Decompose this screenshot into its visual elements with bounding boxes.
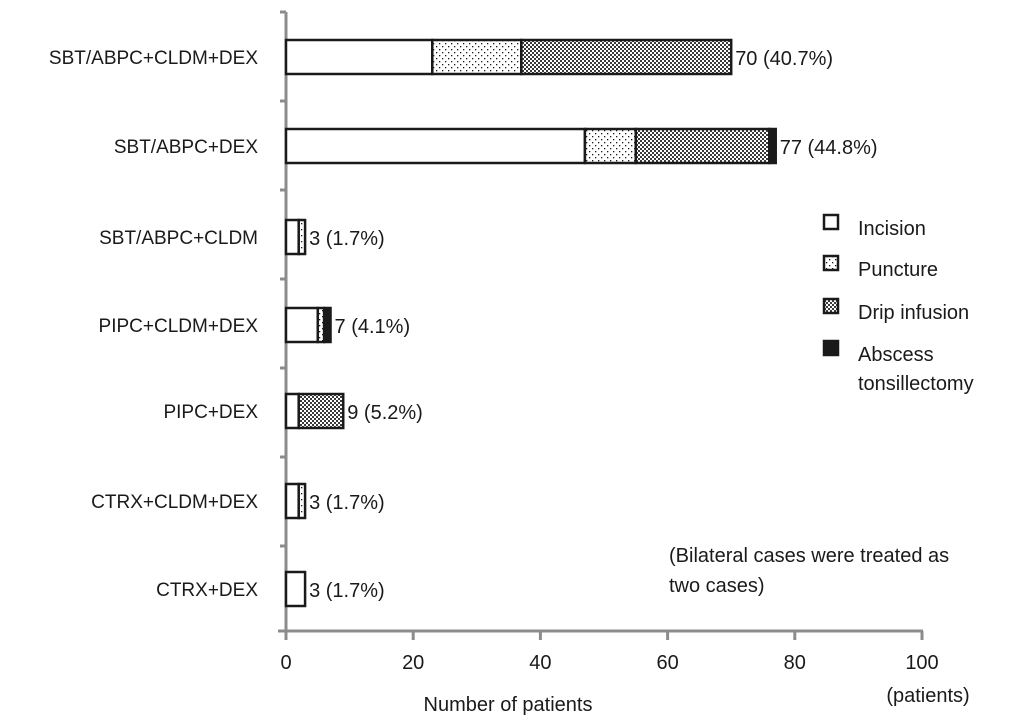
category-label: PIPC+DEX [163,402,258,423]
legend-swatch-crosshatch [822,297,840,315]
x-tick-label: 0 [280,652,291,674]
category-label: CTRX+CLDM+DEX [91,492,258,513]
data-label: 3 (1.7%) [309,580,385,602]
legend-swatch-dots [822,254,840,272]
bar-segment-dots [431,38,523,76]
bar-segment-plain [284,38,434,76]
bar-segment-crosshatch [520,38,733,76]
data-label: 77 (44.8%) [780,137,878,159]
axes: 0 20 40 60 80 100 Number of patients (patients) [278,10,970,716]
x-tick-label: 20 [402,652,424,674]
bar-segment-crosshatch [634,127,771,165]
x-tick-label: 40 [529,652,551,674]
legend-swatch-plain [822,213,840,231]
legend-label: tonsillectomy [858,373,974,395]
bar-segment-plain [284,306,320,344]
x-axis-unit: (patients) [886,685,969,707]
bar-segment-plain [284,570,307,608]
labels: SBT/ABPC+CLDM+DEX 70 (40.7%) SBT/ABPC+DEX 7… [49,48,878,602]
category-label: SBT/ABPC+DEX [114,137,258,158]
bar-segment-dots [583,127,638,165]
data-label: 3 (1.7%) [309,492,385,514]
note: (Bilateral cases were treated as two case… [669,545,949,597]
legend-label: Incision [858,218,926,240]
legend-label: Abscess [858,344,934,366]
bar-segment-solid [322,306,332,344]
data-label: 9 (5.2%) [347,402,423,424]
category-label: SBT/ABPC+CLDM+DEX [49,48,258,69]
bar-segment-crosshatch [297,392,345,430]
data-label: 70 (40.7%) [735,48,833,70]
x-tick-label: 80 [784,652,806,674]
bar-segment-plain [284,482,300,520]
category-label: CTRX+DEX [156,580,258,601]
x-tick-label: 100 [905,652,938,674]
x-axis-title: Number of patients [424,694,593,716]
footnote: two cases) [669,575,765,597]
bar-segment-solid [768,127,777,165]
bar-segment-plain [284,127,587,165]
bar-segment-dots [297,482,307,520]
data-label: 3 (1.7%) [309,228,385,250]
data-label: 7 (4.1%) [335,316,411,338]
category-label: SBT/ABPC+CLDM [99,228,258,249]
bar-segment-plain [284,218,300,256]
legend-label: Puncture [858,259,938,281]
footnote: (Bilateral cases were treated as [669,545,949,567]
legend-label: Drip infusion [858,302,969,324]
x-tick-label: 60 [656,652,678,674]
bar-segment-dots [297,218,307,256]
category-label: PIPC+CLDM+DEX [99,316,259,337]
bar-segment-plain [284,392,300,430]
bars [284,38,777,608]
legend: Incision Puncture Drip infusion Abscess tons… [822,213,974,395]
legend-swatch-solid [822,339,840,357]
